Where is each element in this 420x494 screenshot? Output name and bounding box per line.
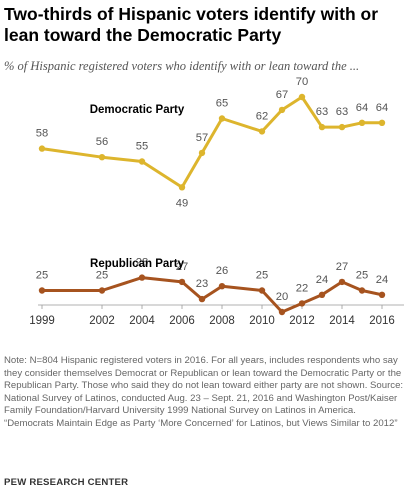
data-point bbox=[258, 287, 266, 294]
data-label: 25 bbox=[356, 270, 368, 282]
data-point bbox=[378, 119, 386, 127]
data-label: 64 bbox=[376, 102, 388, 114]
data-label: 63 bbox=[316, 106, 328, 118]
data-point bbox=[38, 145, 46, 152]
data-label: 27 bbox=[336, 261, 348, 273]
data-point bbox=[318, 291, 326, 298]
x-tick-label: 2016 bbox=[369, 315, 395, 327]
data-point bbox=[178, 278, 186, 286]
data-point bbox=[338, 123, 346, 131]
data-point bbox=[298, 300, 306, 307]
note-text: Note: N=804 Hispanic registered voters i… bbox=[4, 355, 404, 417]
data-point bbox=[198, 295, 206, 303]
x-tick-label: 2006 bbox=[169, 315, 195, 327]
data-point bbox=[98, 287, 106, 294]
data-point bbox=[218, 283, 226, 290]
data-point bbox=[278, 308, 286, 316]
data-label: 67 bbox=[276, 89, 288, 101]
x-tick-label: 2014 bbox=[329, 315, 355, 327]
x-tick-label: 2002 bbox=[89, 315, 115, 327]
data-label: 58 bbox=[36, 128, 48, 140]
data-label: 26 bbox=[216, 265, 228, 277]
x-tick-label: 2012 bbox=[289, 315, 315, 327]
data-point bbox=[298, 93, 306, 101]
data-point bbox=[98, 154, 106, 161]
pew-logo-text: PEW RESEARCH CENTER bbox=[4, 477, 129, 488]
data-point bbox=[278, 106, 286, 114]
data-point bbox=[258, 128, 266, 135]
data-label: 22 bbox=[296, 282, 308, 294]
data-label: 28 bbox=[136, 257, 148, 269]
data-point bbox=[338, 278, 346, 286]
data-label: 23 bbox=[196, 278, 208, 290]
data-point bbox=[358, 287, 366, 294]
data-label: 64 bbox=[356, 102, 368, 114]
series-lines bbox=[40, 95, 384, 314]
line-chart: 1999 2002 2004 2006 2008 2010 2012 2014 2016 585… bbox=[29, 76, 404, 327]
data-label: 24 bbox=[376, 274, 388, 286]
data-label: 24 bbox=[316, 274, 328, 286]
data-label: 27 bbox=[176, 261, 188, 273]
data-label: 25 bbox=[36, 270, 48, 282]
data-point bbox=[178, 184, 186, 191]
data-label: 63 bbox=[336, 106, 348, 118]
series-points bbox=[38, 93, 386, 316]
data-label: 65 bbox=[216, 98, 228, 110]
data-label: 57 bbox=[196, 132, 208, 144]
x-tick-label: 1999 bbox=[29, 315, 55, 327]
data-label: 49 bbox=[176, 197, 188, 209]
chart-subtitle: % of Hispanic registered voters who iden… bbox=[4, 59, 360, 73]
chart-title: Two-thirds of Hispanic voters identify w… bbox=[4, 4, 379, 45]
data-point bbox=[358, 119, 366, 127]
report-title: “Democrats Maintain Edge as Party ‘More … bbox=[4, 417, 398, 429]
x-axis: 1999 2002 2004 2006 2008 2010 2012 2014 2016 bbox=[29, 304, 404, 327]
data-label: 25 bbox=[96, 270, 108, 282]
data-label: 55 bbox=[136, 141, 148, 153]
data-point bbox=[218, 115, 226, 122]
data-label: 62 bbox=[256, 110, 268, 122]
data-point bbox=[318, 123, 326, 131]
chart-note: Note: N=804 Hispanic registered voters i… bbox=[4, 355, 416, 431]
series-label-democratic: Democratic Party bbox=[90, 104, 185, 116]
data-labels: 58 56 55 49 57 65 62 67 70 63 63 64 64 25 25 28 27 23 26 25… bbox=[36, 76, 388, 303]
series-labels: Democratic Party Republican Party bbox=[90, 104, 185, 270]
data-label: 56 bbox=[96, 136, 108, 148]
data-label: 20 bbox=[276, 291, 288, 303]
data-point bbox=[198, 149, 206, 157]
x-tick-label: 2008 bbox=[209, 315, 235, 327]
data-label: 25 bbox=[256, 270, 268, 282]
data-label: 70 bbox=[296, 76, 308, 88]
series-line-republican bbox=[40, 276, 384, 314]
x-tick-label: 2004 bbox=[129, 315, 155, 327]
data-point bbox=[138, 158, 146, 165]
data-point bbox=[138, 274, 146, 281]
x-tick-label: 2010 bbox=[249, 315, 275, 327]
data-point bbox=[378, 291, 386, 298]
series-label-republican: Republican Party bbox=[90, 258, 185, 270]
data-point bbox=[38, 287, 46, 294]
